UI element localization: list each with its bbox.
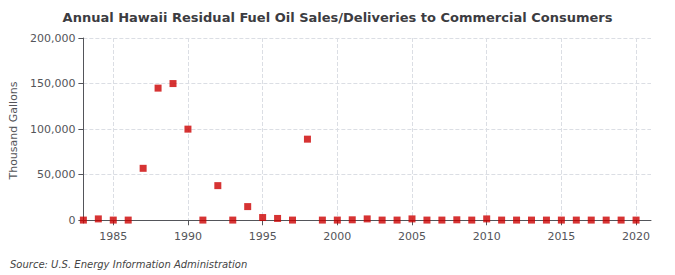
svg-text:1995: 1995 — [249, 230, 277, 243]
svg-text:2015: 2015 — [547, 230, 575, 243]
svg-text:1985: 1985 — [99, 230, 127, 243]
svg-text:Source: U.S. Energy Informatio: Source: U.S. Energy Information Administ… — [10, 259, 247, 270]
svg-text:50,000: 50,000 — [37, 168, 76, 181]
svg-text:2005: 2005 — [398, 230, 426, 243]
svg-text:1990: 1990 — [174, 230, 202, 243]
svg-text:Thousand Gallons: Thousand Gallons — [7, 81, 20, 180]
svg-text:0: 0 — [68, 214, 75, 227]
svg-text:2020: 2020 — [622, 230, 650, 243]
svg-text:2010: 2010 — [473, 230, 501, 243]
svg-text:Annual Hawaii Residual Fuel Oi: Annual Hawaii Residual Fuel Oil Sales/De… — [63, 10, 613, 25]
svg-text:100,000: 100,000 — [30, 123, 76, 136]
svg-text:2000: 2000 — [323, 230, 351, 243]
svg-text:200,000: 200,000 — [30, 32, 76, 45]
svg-text:150,000: 150,000 — [30, 77, 76, 90]
